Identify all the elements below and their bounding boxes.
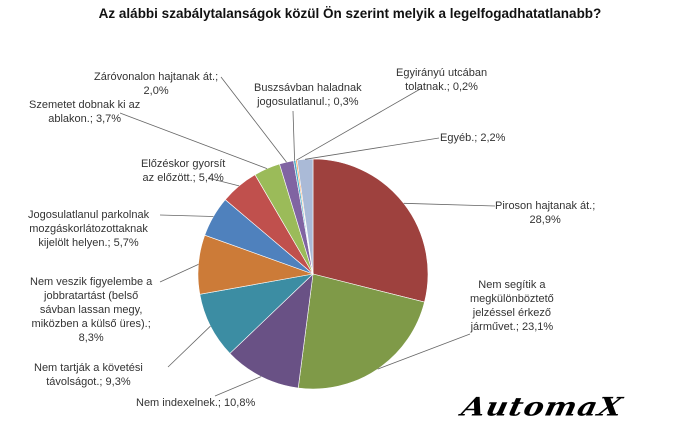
label-egyiranyu: Egyirányú utcában tolatnak.; 0,2% xyxy=(396,67,488,93)
chart-title: Az alábbi szabálytalanságok közül Ön sze… xyxy=(98,6,602,21)
label-piroson: Piroson hajtanak át.; 28,9% xyxy=(495,200,596,226)
leader-line xyxy=(159,214,214,217)
leader-lines xyxy=(119,76,496,397)
label-jobbratartas: Nem veszik figyelembe a jobbratartást (be… xyxy=(30,276,153,344)
leader-line xyxy=(292,110,295,161)
label-szemet: Szemetet dobnak ki az ablakon.; 3,7% xyxy=(29,99,141,125)
automax-logo: AutomaX xyxy=(458,392,626,423)
leader-line xyxy=(214,376,262,397)
leader-line xyxy=(159,264,199,283)
label-megkulonbozteto: Nem segítik a megkülönböztető jelzéssel ér… xyxy=(470,279,554,333)
label-egyeb: Egyéb.; 2,2% xyxy=(440,132,506,144)
pie-slice xyxy=(297,273,425,390)
leader-line xyxy=(119,112,268,169)
label-kovetesi-tavolsag: Nem tartják a követési távolságot.; 9,3% xyxy=(34,362,143,388)
leader-line xyxy=(305,137,440,160)
pie-slice xyxy=(229,273,314,389)
leader-line xyxy=(377,333,471,370)
leader-line xyxy=(296,87,423,161)
label-zarovonal: Záróvonalon hajtanak át.; 2,0% xyxy=(94,71,219,97)
leader-line xyxy=(167,325,211,368)
label-buszsav: Buszsávban haladnak jogosulatlanul.; 0,3% xyxy=(254,82,362,108)
pie-slices xyxy=(197,158,429,390)
leader-line xyxy=(207,177,240,187)
leader-line xyxy=(403,202,496,207)
label-elozes: Előzéskor gyorsít az előzött.; 5,4% xyxy=(141,158,226,184)
label-parkolas: Jogosulatlanul parkolnak mozgáskorlátozot… xyxy=(28,209,150,249)
leader-line xyxy=(220,76,287,163)
label-indexelnek: Nem indexelnek.; 10,8% xyxy=(136,397,256,409)
